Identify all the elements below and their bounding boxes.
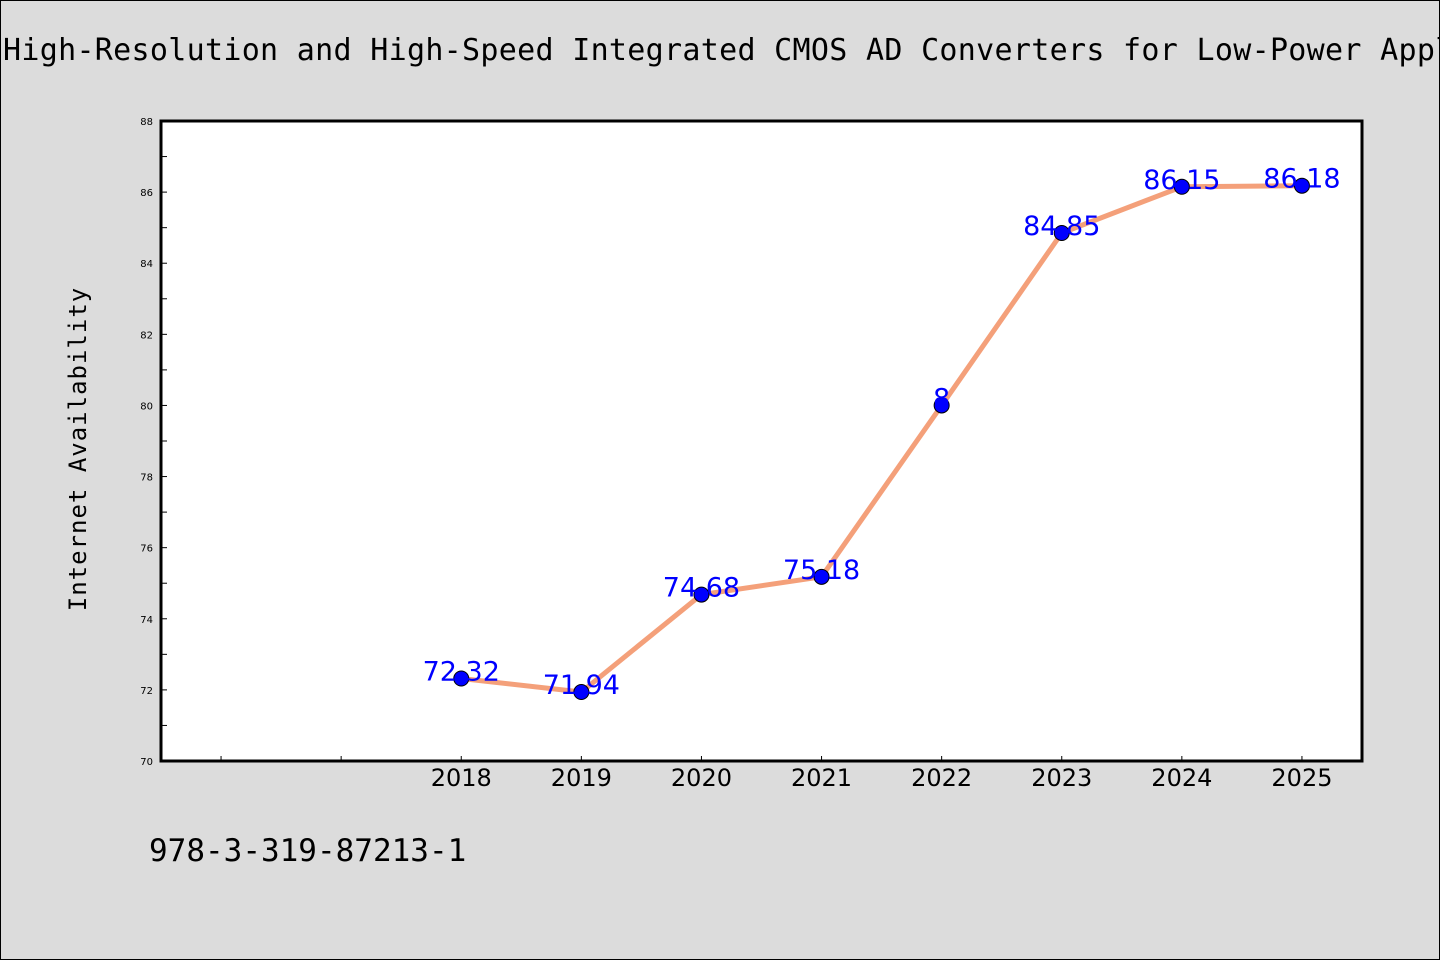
x-tick-label: 2018 (431, 764, 492, 792)
series-layer: 72.32 71.94 74.68 75.18 8 84.85 86.15 86.18 (423, 164, 1341, 701)
y-tick-label: 78 (140, 473, 153, 484)
y-tick-label: 74 (140, 615, 153, 626)
y-tick-label: 82 (140, 330, 153, 341)
data-label: 8 (933, 383, 950, 414)
y-tick-label: 86 (140, 188, 153, 199)
x-tick-label: 2019 (551, 764, 612, 792)
data-point (453, 670, 470, 687)
data-point (573, 684, 590, 701)
x-tick-label: 2024 (1151, 764, 1212, 792)
data-label: 75.18 (783, 555, 860, 586)
data-label: 71.94 (543, 670, 620, 701)
y-tick-label: 84 (140, 259, 153, 270)
chart-title: High-Resolution and High-Speed Integrate… (3, 33, 1440, 68)
y-tick-label: 88 (140, 117, 153, 128)
x-tick-label: 2020 (671, 764, 732, 792)
data-point (813, 568, 830, 585)
x-tick-label: 2021 (791, 764, 852, 792)
y-tick-label: 76 (140, 544, 153, 555)
x-axis: 2018 2019 2020 2021 2022 2023 2024 2025 (220, 756, 1332, 792)
y-axis: 70 72 74 76 78 80 82 84 86 88 (140, 117, 167, 768)
x-tick-label: 2023 (1031, 764, 1092, 792)
data-label: 74.68 (663, 573, 740, 604)
data-label: 86.15 (1143, 165, 1220, 196)
data-point (933, 397, 950, 414)
y-tick-label: 72 (140, 686, 153, 697)
data-point (693, 586, 710, 603)
x-tick-label: 2022 (911, 764, 972, 792)
y-tick-label: 80 (140, 401, 153, 412)
data-point (1173, 178, 1190, 195)
x-tick-label: 2025 (1271, 764, 1332, 792)
y-tick-label: 70 (140, 757, 153, 768)
data-point (1053, 225, 1070, 241)
y-axis-label: Internet Availability (64, 287, 92, 611)
series-line (460, 183, 1302, 695)
data-label: 84.85 (1023, 211, 1100, 242)
plot-area (159, 119, 1364, 763)
data-label: 86.18 (1263, 164, 1340, 195)
isbn-text: 978-3-319-87213-1 (149, 833, 467, 869)
data-point (1293, 177, 1310, 194)
data-label: 72.32 (423, 657, 500, 688)
